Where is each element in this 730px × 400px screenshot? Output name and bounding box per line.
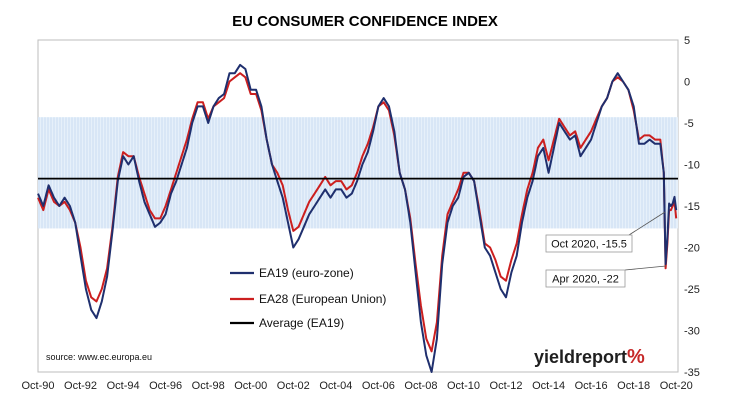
- series-ea19-line: [37, 63, 678, 373]
- x-tick-label: Oct-98: [192, 380, 225, 392]
- x-tick-label: Oct-10: [447, 380, 480, 392]
- y-tick-label: -15: [684, 201, 700, 213]
- annotation-leader-oct2020: [628, 211, 666, 236]
- series-ea28-line: [37, 72, 678, 353]
- x-tick-label: Oct-92: [64, 380, 97, 392]
- y-tick-label: -35: [684, 367, 700, 379]
- y-tick-label: -5: [684, 118, 694, 130]
- x-tick-label: Oct-20: [660, 380, 693, 392]
- logo-text: yieldreport%: [534, 346, 645, 368]
- x-tick-label: Oct-00: [234, 380, 267, 392]
- annotation-oct2020: Oct 2020, -15.5: [551, 239, 627, 251]
- x-tick-label: Oct-04: [319, 380, 352, 392]
- x-tick-label: Oct-16: [575, 380, 608, 392]
- x-tick-label: Oct-02: [277, 380, 310, 392]
- legend-label-ea19: EA19 (euro-zone): [259, 266, 354, 280]
- legend-label-ea28: EA28 (European Union): [259, 292, 386, 306]
- x-tick-label: Oct-90: [21, 380, 54, 392]
- y-tick-label: 5: [684, 35, 690, 47]
- x-axis: Oct-90 Oct-92 Oct-94 Oct-96 Oct-98 Oct-00 Oct-…: [21, 380, 692, 392]
- y-tick-label: -10: [684, 160, 700, 172]
- annotation-leader-apr2020: [624, 265, 667, 271]
- legend: EA19 (euro-zone) EA28 (European Union) A…: [230, 266, 386, 330]
- y-tick-label: -25: [684, 284, 700, 296]
- x-tick-label: Oct-06: [362, 380, 395, 392]
- x-tick-label: Oct-96: [149, 380, 182, 392]
- chart-title: EU CONSUMER CONFIDENCE INDEX: [232, 13, 498, 30]
- x-tick-label: Oct-94: [107, 380, 140, 392]
- band-stripes: [38, 117, 676, 229]
- legend-label-average: Average (EA19): [259, 316, 344, 330]
- x-tick-label: Oct-18: [617, 380, 650, 392]
- logo-percent: %: [627, 346, 645, 368]
- x-tick-label: Oct-08: [404, 380, 437, 392]
- logo-word: yieldreport: [534, 347, 627, 367]
- x-tick-label: Oct-12: [490, 380, 523, 392]
- annotation-box-oct2020: [545, 234, 633, 253]
- y-tick-label: -20: [684, 243, 700, 255]
- y-tick-label: 0: [684, 77, 690, 89]
- annotation-layer: Oct 2020, -15.5 Apr 2020, -22: [545, 211, 667, 288]
- annotation-box-apr2020: [545, 269, 626, 288]
- y-tick-label: -30: [684, 326, 700, 338]
- source-note: source: www.ec.europa.eu: [46, 352, 152, 362]
- x-tick-label: Oct-14: [532, 380, 565, 392]
- series-layer: [37, 63, 678, 373]
- yieldreport-logo: yieldreport%: [534, 346, 645, 368]
- y-axis: 5 0 -5 -10 -15 -20 -25 -30 -35: [684, 35, 700, 379]
- annotation-apr2020: Apr 2020, -22: [552, 274, 619, 286]
